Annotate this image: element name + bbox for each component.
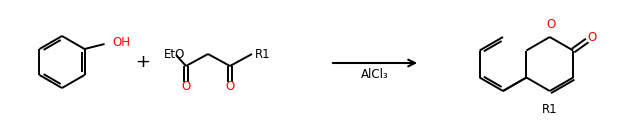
Text: +: + bbox=[136, 53, 150, 71]
Text: O: O bbox=[546, 18, 555, 31]
Text: R1: R1 bbox=[255, 47, 271, 61]
Text: R1: R1 bbox=[542, 103, 557, 116]
Text: O: O bbox=[587, 31, 597, 44]
Text: O: O bbox=[182, 81, 190, 93]
Text: AlCl₃: AlCl₃ bbox=[361, 67, 389, 81]
Text: O: O bbox=[225, 81, 234, 93]
Text: EtO: EtO bbox=[164, 47, 185, 61]
Text: OH: OH bbox=[113, 36, 131, 50]
